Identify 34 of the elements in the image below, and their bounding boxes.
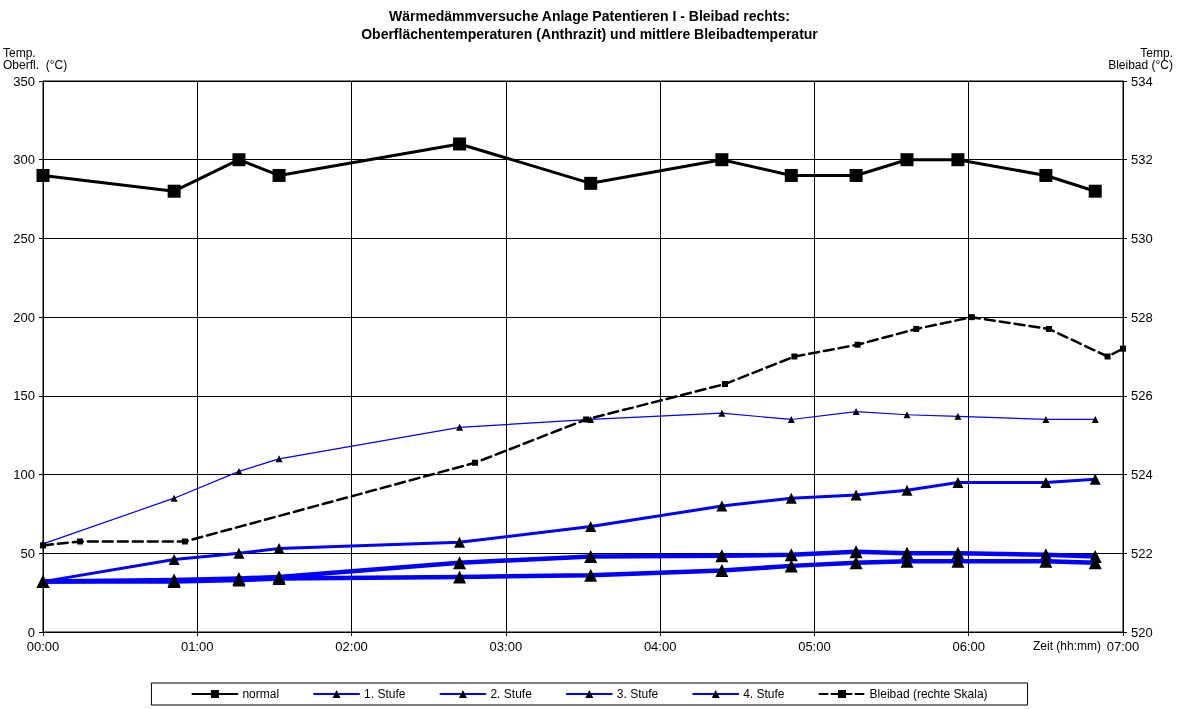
legend-label: 4. Stufe [743, 687, 785, 701]
y-tick-label: 300 [13, 152, 35, 168]
y-tick-label: 250 [13, 230, 35, 246]
y2-tick-label: 524 [1131, 467, 1153, 483]
y2-tick-label: 522 [1131, 545, 1153, 561]
y2-tick-label: 534 [1131, 73, 1153, 89]
y-tick-label: 0 [27, 624, 35, 640]
y-axis-title: Temp. Oberfl. (°C) [3, 46, 68, 72]
x-tick-label: 01:00 [181, 639, 214, 654]
x-tick-label: 07:00 [1106, 639, 1140, 654]
x-tick-label: 05:00 [798, 639, 831, 654]
x-axis-title: Zeit (hh:mm) [1033, 639, 1102, 653]
x-tick-label: 06:00 [952, 639, 985, 654]
y2-tick-label: 532 [1131, 152, 1153, 168]
y-tick-label: 350 [13, 73, 35, 89]
y-tick-label: 200 [13, 309, 35, 325]
y2-axis-title: Temp. Bleibad (°C) [1108, 46, 1173, 72]
legend-label: 1. Stufe [364, 687, 406, 701]
y2-tick-label: 528 [1131, 309, 1153, 325]
y-tick-label: 50 [20, 545, 35, 561]
x-tick-label: 04:00 [643, 639, 677, 654]
legend-label: Bleibad (rechte Skala) [869, 687, 988, 701]
y-tick-label: 100 [13, 467, 35, 483]
y2-tick-label: 530 [1131, 230, 1153, 246]
x-tick-label: 02:00 [335, 639, 368, 654]
y-tick-label: 150 [13, 388, 35, 404]
y2-tick-label: 520 [1131, 624, 1153, 640]
x-tick-label: 00:00 [26, 639, 60, 654]
legend-label: 3. Stufe [616, 687, 659, 701]
x-tick-label: 03:00 [489, 639, 523, 654]
chart-title: Wärmedämmversuche Anlage Patentieren I - Bleibad rechts: Oberflächentemperaturen (Anthrazit) und mittlere Bleibadtemperatur [361, 8, 819, 42]
legend-label: normal [242, 687, 280, 701]
y2-tick-label: 526 [1131, 388, 1153, 404]
legend-label: 2. Stufe [490, 687, 533, 701]
